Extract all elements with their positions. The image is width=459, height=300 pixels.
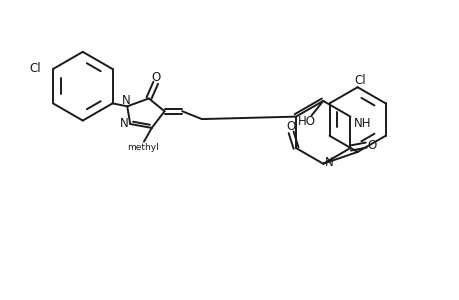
Text: Cl: Cl [354,74,365,87]
Text: N: N [119,116,128,130]
Text: Cl: Cl [29,61,41,74]
Text: HO: HO [297,115,315,128]
Text: N: N [324,156,333,169]
Text: O: O [366,139,375,152]
Text: N: N [121,94,130,107]
Text: O: O [286,120,295,134]
Text: O: O [151,71,160,84]
Text: NH: NH [353,116,371,130]
Text: methyl: methyl [127,143,158,152]
